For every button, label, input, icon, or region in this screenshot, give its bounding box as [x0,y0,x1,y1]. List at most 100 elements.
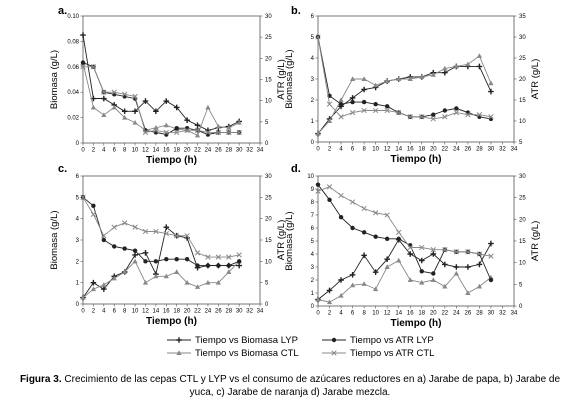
y2-axis-title: ATR (g/L) [530,221,541,261]
x-axis-title: Tiempo (h) [391,318,442,329]
series-line [82,226,240,298]
series-line [317,65,492,134]
x-tick-label: 14 [395,311,402,317]
x-tick-label: 4 [339,311,343,317]
x-tick-label: 10 [132,148,139,154]
data-point [396,236,401,242]
data-point [121,91,128,97]
data-point [122,246,127,251]
x-tick-label: 24 [453,311,460,317]
x-tick-label: 4 [102,309,106,315]
data-point [349,282,356,288]
panel-label: b. [291,5,301,17]
data-point [453,109,460,116]
data-point [142,228,149,235]
x-tick-label: 32 [246,148,253,154]
series-line [317,184,492,281]
data-point [349,272,356,278]
y-tick-label: 7 [311,213,315,219]
caption-text: Crecimiento de las cepas CTL y LYP vs el… [64,374,561,398]
y-tick-label: 1 [76,281,80,287]
data-point [174,233,180,239]
series-line [317,238,492,300]
data-point [349,76,356,81]
data-point [122,114,128,120]
y-axis-right-ticks: 5 10 15 20 25 30 35 [514,14,526,146]
x-tick-label: 6 [351,147,355,153]
data-point [174,125,179,131]
y-axis-left-ticks: 0 1 2 3 4 5 6 [311,14,318,146]
y2-tick-label: 25 [519,56,526,62]
data-point [442,247,448,253]
x-tick-label: 2 [328,311,332,317]
x-axis-ticks: 0 2 4 6 8 10 12 14 16 18 20 22 24 26 28 30 32 34 [316,142,518,153]
series-line [82,196,240,267]
data-point [326,287,333,294]
x-tick-label: 32 [499,311,506,317]
y-axis-right-ticks: 0 5 10 15 20 25 30 [260,174,272,308]
x-tick-label: 32 [499,147,506,153]
y2-tick-label: 35 [519,14,526,20]
data-point [80,32,86,38]
data-point [111,224,117,230]
chart-panel-3: c.0 2 4 6 8 10 12 14 16 18 20 22 24 26 28 30 32 340123456… [49,163,287,327]
legend-marker [176,350,182,355]
plot-frame [82,175,261,305]
chart-panel-2: b.0 2 4 6 8 10 12 14 16 18 20 22 24 26 28 30 32 340123456… [284,5,541,165]
y2-tick-label: 5 [265,120,269,126]
y-axis-title: Biomasa (g/L) [49,210,60,269]
data-point [372,210,379,216]
series-tiempo-vs-atr-ctl [80,64,242,136]
data-point [418,257,425,264]
data-point [442,283,448,289]
plot-frame [317,15,515,143]
data-point [90,286,97,292]
data-point [373,286,379,292]
x-tick-label: 28 [476,147,483,153]
x-tick-label: 20 [430,311,437,317]
x-tick-label: 28 [476,311,483,317]
data-point [372,269,379,275]
data-point [488,240,494,247]
x-tick-label: 26 [465,147,472,153]
data-point [338,277,344,283]
x-tick-label: 10 [372,147,379,153]
x-tick-label: 4 [102,148,106,154]
data-point [184,117,190,123]
data-point [350,99,355,105]
x-tick-label: 26 [215,148,222,154]
series-line [82,34,240,131]
legend-marker [331,337,337,343]
data-point [361,107,367,114]
x-tick-label: 18 [418,147,425,153]
series-line [82,260,240,298]
data-point [174,257,179,262]
x-tick-label: 12 [384,311,391,317]
data-point [226,269,232,274]
x-tick-label: 20 [184,148,191,154]
data-point [407,277,413,282]
legend-label: Tiempo vs Biomasa CTL [195,348,299,359]
data-point [163,230,169,237]
data-point [143,259,148,264]
data-point [488,277,494,283]
x-tick-label: 22 [194,309,201,315]
data-point [326,184,333,190]
data-point [384,212,390,218]
y2-tick-label: 15 [265,238,272,244]
x-tick-label: 14 [153,148,160,154]
data-point [315,296,321,302]
data-point [407,244,413,251]
data-point [91,203,96,209]
y-tick-label: 2 [311,98,315,104]
data-point [326,118,333,123]
x-tick-label: 26 [215,309,222,315]
data-point [315,34,321,40]
data-point [132,224,138,230]
data-point [153,273,159,279]
legend-label: Tiempo vs Biomasa LYP [195,335,298,346]
x-tick-label: 12 [142,148,149,154]
x-tick-label: 8 [123,148,127,154]
data-point [442,65,448,71]
data-point [384,264,390,269]
